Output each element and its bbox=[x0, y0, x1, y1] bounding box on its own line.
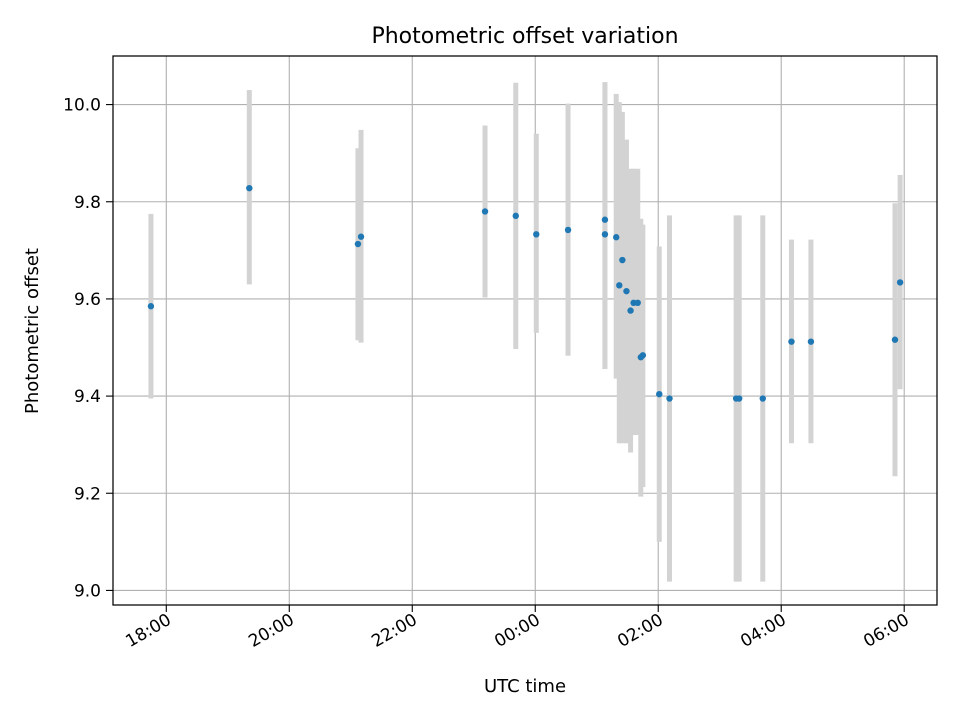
y-tick-label: 9.6 bbox=[74, 290, 101, 310]
y-tick-label: 9.4 bbox=[74, 387, 101, 407]
y-tick-label: 10.0 bbox=[63, 96, 101, 116]
data-point bbox=[634, 299, 641, 307]
data-point bbox=[613, 234, 620, 241]
x-axis-title: UTC time bbox=[484, 676, 566, 697]
data-point bbox=[481, 208, 489, 215]
data-point bbox=[564, 226, 572, 234]
data-point bbox=[601, 216, 609, 223]
data-point bbox=[788, 338, 795, 345]
chart-title: Photometric offset variation bbox=[371, 24, 678, 49]
data-point bbox=[601, 231, 609, 238]
y-tick-label: 9.2 bbox=[74, 484, 101, 504]
y-axis-title: Photometric offset bbox=[22, 248, 43, 414]
data-point bbox=[246, 184, 253, 192]
data-point bbox=[619, 256, 626, 264]
data-point bbox=[623, 287, 630, 295]
y-axis-ticks: 9.0 9.2 9.4 9.6 9.8 10.0 bbox=[63, 96, 113, 601]
data-point bbox=[759, 395, 766, 402]
data-point bbox=[807, 338, 815, 345]
data-points bbox=[147, 184, 904, 402]
data-point bbox=[512, 212, 519, 220]
data-point bbox=[896, 279, 904, 286]
data-point bbox=[354, 240, 362, 248]
data-point bbox=[666, 395, 673, 402]
data-point bbox=[616, 282, 623, 289]
data-point bbox=[639, 352, 647, 359]
data-point bbox=[357, 233, 365, 240]
y-tick-label: 9.8 bbox=[74, 193, 101, 213]
plot-area-frame bbox=[112, 55, 938, 606]
data-point bbox=[147, 303, 155, 310]
y-tick-label: 9.0 bbox=[74, 581, 101, 601]
data-point bbox=[627, 307, 634, 314]
data-point bbox=[533, 231, 540, 238]
data-point bbox=[891, 336, 899, 343]
data-point bbox=[735, 395, 743, 402]
data-point bbox=[656, 390, 663, 398]
